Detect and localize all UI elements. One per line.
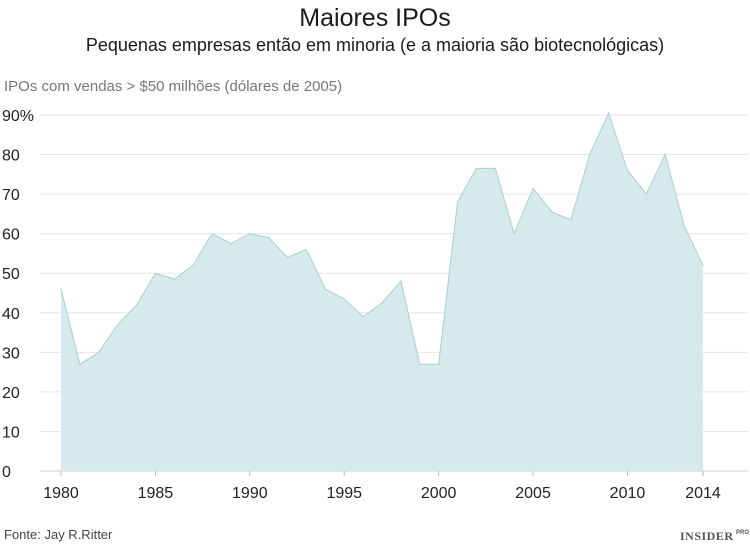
- y-tick-label: 80: [2, 148, 20, 165]
- x-tick-label: 1985: [138, 485, 174, 502]
- data-point: [362, 316, 364, 318]
- data-point: [438, 363, 440, 365]
- data-point: [173, 278, 175, 280]
- data-point: [400, 280, 402, 282]
- y-tick-label: 60: [2, 227, 20, 244]
- y-axis-label: IPOs com vendas > $50 milhões (dólares d…: [4, 78, 342, 95]
- data-point: [456, 201, 459, 203]
- y-tick-label: 30: [2, 345, 20, 362]
- data-point: [645, 193, 647, 195]
- x-tick-label: 1980: [43, 485, 79, 502]
- plot-area: [60, 111, 704, 472]
- area-fill: [61, 113, 703, 472]
- data-point: [381, 302, 383, 304]
- data-point: [626, 169, 629, 171]
- x-tick-label: 2005: [515, 485, 551, 502]
- data-point: [98, 351, 100, 353]
- data-point: [211, 233, 213, 235]
- y-tick-label: 0: [2, 464, 11, 481]
- brand-name: INSIDER: [680, 529, 734, 543]
- x-tick-label: 1995: [326, 485, 362, 502]
- y-tick-label: 90%: [2, 108, 34, 125]
- data-point: [494, 167, 496, 169]
- x-tick-label: 2000: [421, 485, 457, 502]
- data-point: [702, 264, 704, 266]
- data-point: [60, 288, 62, 290]
- data-point: [79, 363, 81, 365]
- data-point: [589, 153, 591, 156]
- y-tick-label: 40: [2, 306, 20, 323]
- x-axis-ticks: 1980 1985 1990 1995 2000 2005 2010 2014: [43, 471, 721, 502]
- data-point: [683, 225, 685, 227]
- y-tick-label: 50: [2, 266, 20, 283]
- data-point: [475, 167, 478, 169]
- data-point: [607, 112, 610, 114]
- x-tick-label: 1990: [232, 485, 268, 502]
- x-tick-label: 2014: [685, 485, 721, 502]
- data-point: [664, 153, 666, 156]
- data-point: [532, 187, 534, 189]
- x-tick-label: 2010: [610, 485, 646, 502]
- data-point: [154, 272, 157, 274]
- y-axis-ticks: 0 10 20 30 40 50 60 70 80 90%: [2, 108, 34, 481]
- data-point: [117, 324, 119, 326]
- data-point: [513, 233, 515, 235]
- data-point: [286, 256, 289, 258]
- data-point: [268, 237, 270, 239]
- data-point: [305, 248, 308, 251]
- data-point: [324, 288, 326, 290]
- data-point: [135, 304, 138, 306]
- data-point: [192, 264, 194, 266]
- data-point: [249, 233, 251, 235]
- chart-subtitle: Pequenas empresas então em minoria (e a …: [86, 35, 664, 55]
- y-tick-label: 70: [2, 187, 20, 204]
- brand-suffix: PRO: [736, 530, 749, 536]
- data-point: [230, 242, 232, 245]
- source-note: Fonte: Jay R.Ritter: [4, 527, 113, 542]
- chart-title: Maiores IPOs: [299, 4, 450, 32]
- data-point: [343, 298, 345, 300]
- data-point: [551, 211, 553, 213]
- data-point: [570, 219, 572, 221]
- y-tick-label: 10: [2, 424, 20, 441]
- y-tick-label: 20: [2, 385, 20, 402]
- data-point: [419, 363, 421, 365]
- brand-logo: INSIDER PRO: [680, 529, 749, 543]
